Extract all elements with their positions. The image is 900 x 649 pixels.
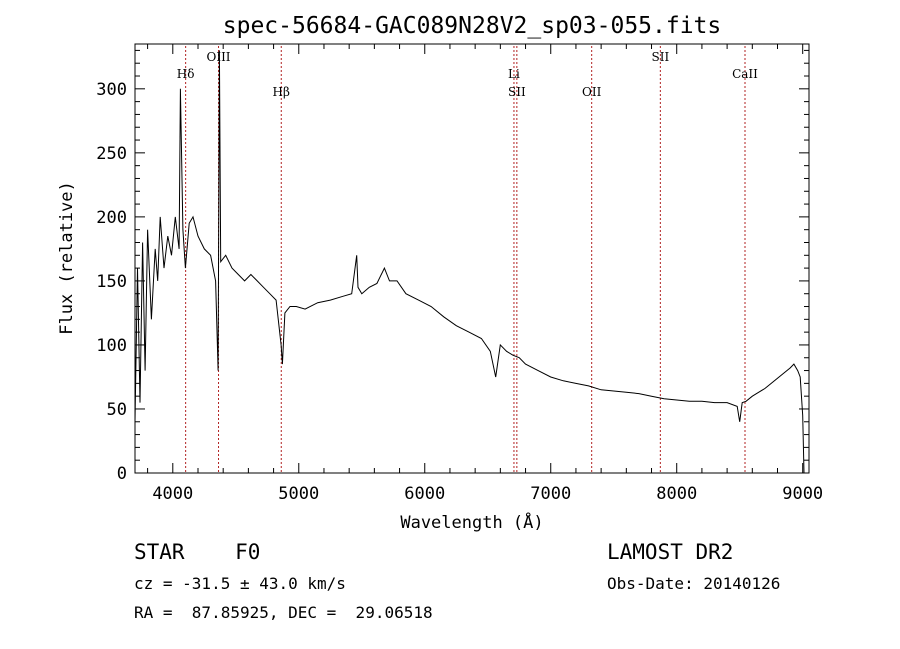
- spectral-line-markers: Hδ OIII Hβ Li SII OII SII CaII: [177, 46, 758, 473]
- x-tick-label: 8000: [656, 484, 697, 504]
- x-axis: 4000 5000 6000 7000 8000 9000: [147, 44, 823, 504]
- observation-date: Obs-Date: 20140126: [607, 574, 781, 593]
- line-marker-label: SII: [651, 50, 669, 64]
- x-tick-label: 5000: [278, 484, 319, 504]
- x-tick-label: 9000: [782, 484, 823, 504]
- y-axis-label: Flux (relative): [57, 181, 77, 335]
- line-marker-label: Li: [508, 67, 520, 81]
- y-tick-label: 300: [96, 80, 127, 100]
- x-tick-label: 6000: [404, 484, 445, 504]
- plot-frame: [134, 43, 810, 474]
- y-tick-label: 150: [96, 272, 127, 292]
- x-tick-label: 7000: [530, 484, 571, 504]
- y-tick-label: 0: [117, 464, 127, 484]
- x-tick-label: 4000: [152, 484, 193, 504]
- y-tick-label: 250: [96, 144, 127, 164]
- line-marker-label: Hβ: [273, 85, 290, 99]
- line-marker-label: OII: [582, 85, 602, 99]
- object-class: STAR F0: [134, 540, 261, 564]
- y-tick-label: 100: [96, 336, 127, 356]
- y-axis: 0 50 100 150 200 250 300: [96, 49, 809, 484]
- x-axis-label: Wavelength (Å): [400, 511, 543, 533]
- sky-coordinates: RA = 87.85925, DEC = 29.06518: [134, 603, 433, 622]
- chart-title: spec-56684-GAC089N28V2_sp03-055.fits: [223, 13, 722, 39]
- line-marker-label: OIII: [206, 50, 230, 64]
- line-marker-label: CaII: [732, 67, 758, 81]
- redshift-velocity: cz = -31.5 ± 43.0 km/s: [134, 574, 346, 593]
- line-marker-label: Hδ: [177, 67, 195, 81]
- survey-name: LAMOST DR2: [607, 540, 734, 564]
- flux-series-line: [134, 50, 805, 474]
- y-tick-label: 200: [96, 208, 127, 228]
- y-tick-label: 50: [107, 400, 127, 420]
- line-marker-label: SII: [508, 85, 526, 99]
